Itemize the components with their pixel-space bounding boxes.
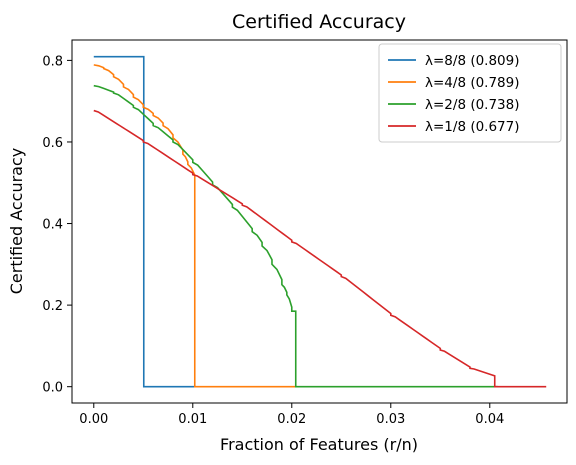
- y-axis-ticks: 0.0 0.2 0.4 0.6 0.8: [42, 54, 72, 396]
- legend-entry: λ=2/8 (0.738): [425, 97, 520, 113]
- x-axis-label: Fraction of Features (r/n): [220, 435, 418, 454]
- x-tick-label: 0.01: [178, 412, 207, 427]
- legend-entry: λ=1/8 (0.677): [425, 119, 520, 135]
- y-tick-label: 0.0: [42, 381, 63, 396]
- y-tick-label: 0.4: [42, 218, 63, 233]
- x-axis-ticks: 0.00 0.01 0.02 0.03 0.04: [79, 403, 504, 427]
- series-line-2: [93, 64, 297, 388]
- y-tick-label: 0.2: [42, 299, 63, 314]
- legend-box: [378, 43, 562, 143]
- legend: λ=8/8 (0.809) λ=4/8 (0.789) λ=2/8 (0.738) λ…: [378, 43, 562, 143]
- legend-entry: λ=8/8 (0.809): [425, 53, 520, 69]
- series-line-3: [93, 84, 498, 388]
- legend-entry: λ=4/8 (0.789): [425, 75, 520, 91]
- x-tick-label: 0.02: [277, 412, 306, 427]
- series-line-4: [93, 109, 547, 388]
- series-line-1: [93, 55, 196, 388]
- plot-frame: [71, 39, 568, 404]
- y-axis-label: Certified Accuracy: [7, 148, 26, 295]
- x-tick-label: 0.00: [79, 412, 108, 427]
- series-lines: [93, 55, 547, 388]
- y-tick-label: 0.8: [42, 54, 63, 69]
- x-tick-label: 0.04: [475, 412, 504, 427]
- y-tick-label: 0.6: [42, 136, 63, 151]
- chart-title: Certified Accuracy: [232, 11, 406, 33]
- x-tick-label: 0.03: [376, 412, 405, 427]
